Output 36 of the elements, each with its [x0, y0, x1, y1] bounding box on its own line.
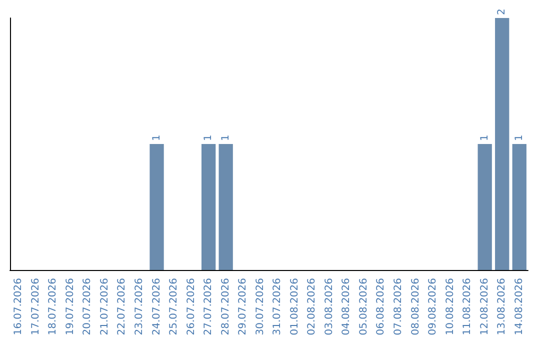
x-tick-label: 07.08.2026 — [393, 278, 404, 336]
x-tick-label: 03.08.2026 — [324, 278, 335, 336]
x-tick-label: 12.08.2026 — [479, 278, 490, 336]
x-tick-label: 29.07.2026 — [238, 278, 249, 336]
x-tick-label: 18.07.2026 — [48, 278, 59, 336]
x-tick-label: 11.08.2026 — [462, 278, 474, 336]
x-tick-label: 31.07.2026 — [272, 278, 284, 336]
x-tick-label: 17.07.2026 — [30, 278, 42, 336]
data-label: 1 — [514, 134, 525, 141]
x-tick-label: 30.07.2026 — [254, 278, 266, 336]
x-tick-label: 05.08.2026 — [358, 278, 370, 336]
x-tick-label: 26.07.2026 — [186, 278, 197, 336]
x-tick-label: 23.07.2026 — [134, 278, 145, 336]
data-label: 1 — [151, 134, 162, 141]
x-tick-label: 24.07.2026 — [151, 278, 162, 336]
x-tick-label: 10.08.2026 — [444, 278, 456, 336]
x-tick-label: 19.07.2026 — [64, 278, 76, 336]
data-label: 1 — [479, 134, 490, 141]
x-tick-label: 27.07.2026 — [203, 278, 214, 336]
x-tick-label: 09.08.2026 — [428, 278, 439, 336]
x-tick-label: 20.07.2026 — [82, 278, 94, 336]
x-tick-label: 06.08.2026 — [376, 278, 387, 336]
x-tick-label: 02.08.2026 — [306, 278, 318, 336]
x-tick-label: 13.08.2026 — [496, 278, 508, 336]
data-label: 1 — [220, 134, 232, 141]
x-tick-label: 25.07.2026 — [168, 278, 180, 336]
x-tick-label: 01.08.2026 — [289, 278, 300, 336]
x-tick-label: 21.07.2026 — [99, 278, 110, 336]
x-tick-label: 16.07.2026 — [13, 278, 24, 336]
data-label: 2 — [496, 8, 508, 15]
x-tick-label: 28.07.2026 — [220, 278, 232, 336]
x-tick-label: 22.07.2026 — [116, 278, 128, 336]
x-tick-label: 04.08.2026 — [341, 278, 352, 336]
data-label: 1 — [203, 134, 214, 141]
x-tick-label: 14.08.2026 — [514, 278, 525, 336]
x-tick-label: 08.08.2026 — [410, 278, 422, 336]
